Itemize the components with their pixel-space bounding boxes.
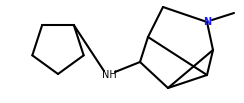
Text: N: N	[203, 17, 211, 27]
Text: NH: NH	[102, 70, 116, 80]
